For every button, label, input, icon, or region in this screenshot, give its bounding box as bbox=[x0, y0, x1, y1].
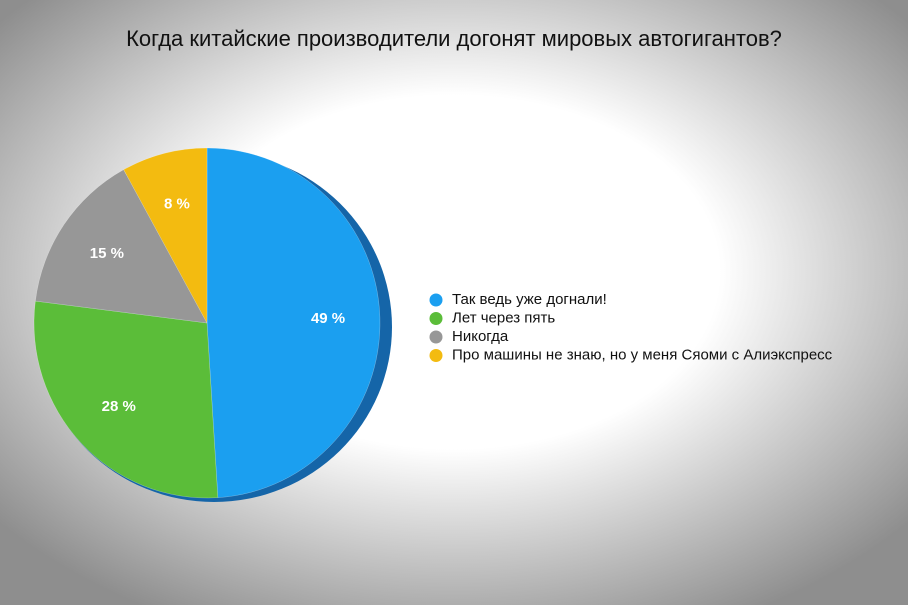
pie-slice bbox=[35, 169, 208, 324]
legend-marker bbox=[429, 312, 443, 325]
legend-marker bbox=[429, 349, 443, 362]
pie-slice bbox=[33, 300, 219, 499]
value-label: 49 % bbox=[311, 310, 345, 327]
legend-label: Так ведь уже догнали! bbox=[452, 291, 607, 308]
legend-label: Никогда bbox=[452, 328, 509, 345]
legend-marker bbox=[429, 293, 443, 307]
value-label: 28 % bbox=[102, 398, 136, 415]
value-label: 8 % bbox=[164, 195, 190, 212]
pie-slice bbox=[206, 147, 381, 498]
pie-slice bbox=[123, 147, 208, 324]
legend-marker bbox=[429, 330, 443, 344]
legend-label: Про машины не знаю, но у меня Сяоми с Ал… bbox=[452, 346, 833, 363]
value-label: 15 % bbox=[90, 245, 124, 262]
chart-title: Когда китайские производители догонят ми… bbox=[126, 26, 782, 51]
legend-label: Лет через пять bbox=[452, 309, 555, 326]
